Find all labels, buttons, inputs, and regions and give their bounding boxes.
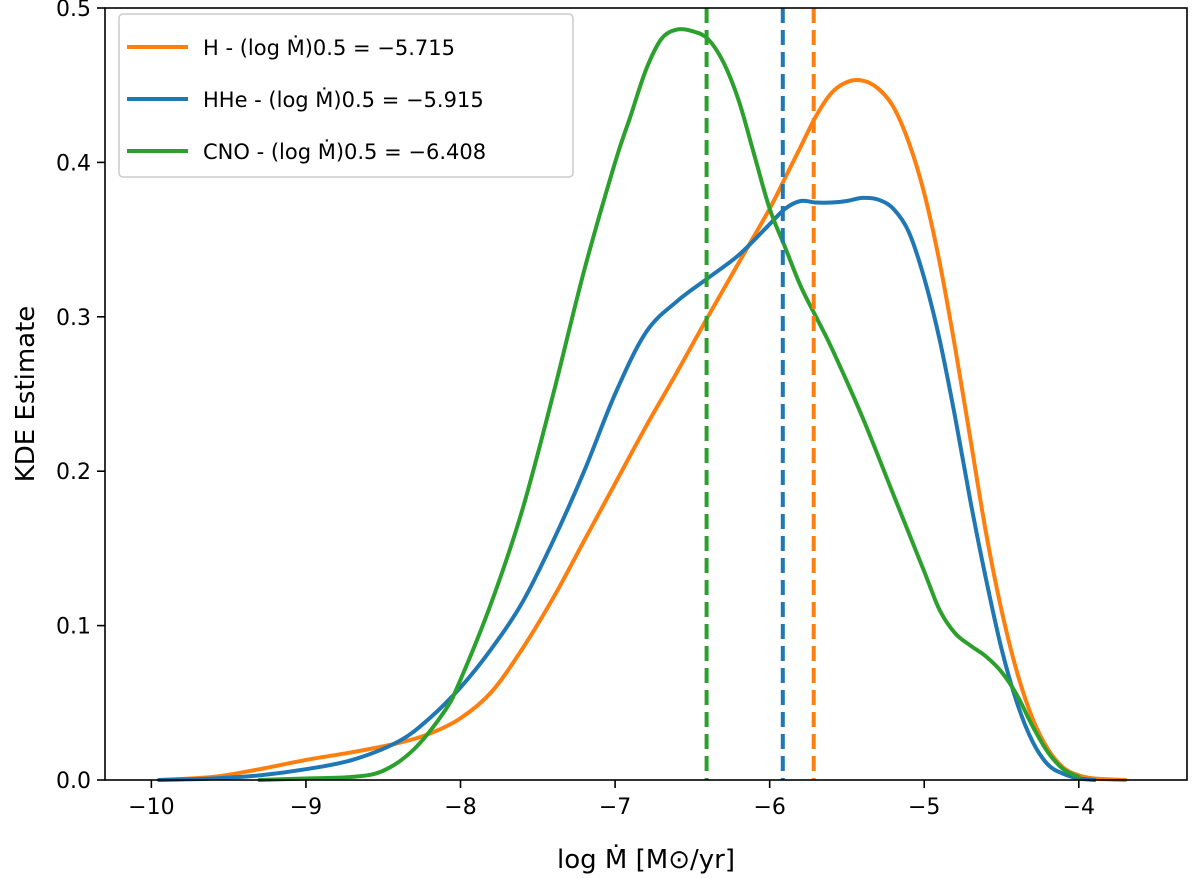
y-tick-label: 0.0 [56,769,91,794]
x-axis-ticks: −10 −9 −8 −7 −6 −5 −4 [128,780,1095,820]
y-axis-ticks: 0.0 0.1 0.2 0.3 0.4 0.5 [56,0,105,794]
series-line-h [157,78,1128,782]
y-tick-label: 0.4 [56,151,91,176]
legend: H - (log Ṁ)0.5 = −5.715 HHe - (log Ṁ)0.5 … [118,13,574,178]
x-tick-label: −8 [444,795,476,820]
y-tick-label: 0.2 [56,460,91,485]
x-axis-label: log Ṁ [M⊙/yr] [557,843,735,875]
legend-label-cno: CNO - (log Ṁ)0.5 = −6.408 [203,139,486,164]
x-tick-label: −4 [1063,795,1095,820]
x-tick-label: −7 [599,795,631,820]
plot-frame [104,7,1188,781]
x-tick-label: −6 [753,795,785,820]
x-tick-label: −9 [290,795,322,820]
series-line-hhe [157,195,1097,782]
y-tick-label: 0.3 [56,306,91,331]
legend-box [118,13,574,178]
y-tick-label: 0.1 [56,615,91,640]
x-tick-label: −5 [908,795,940,820]
median-lines-layer [704,8,816,780]
x-tick-label: −10 [128,795,174,820]
legend-label-hhe: HHe - (log Ṁ)0.5 = −5.915 [203,87,484,112]
legend-label-h: H - (log Ṁ)0.5 = −5.715 [203,35,455,60]
series-line-cno [257,27,1081,782]
y-tick-label: 0.5 [56,0,91,22]
y-axis-label: KDE Estimate [11,306,41,483]
